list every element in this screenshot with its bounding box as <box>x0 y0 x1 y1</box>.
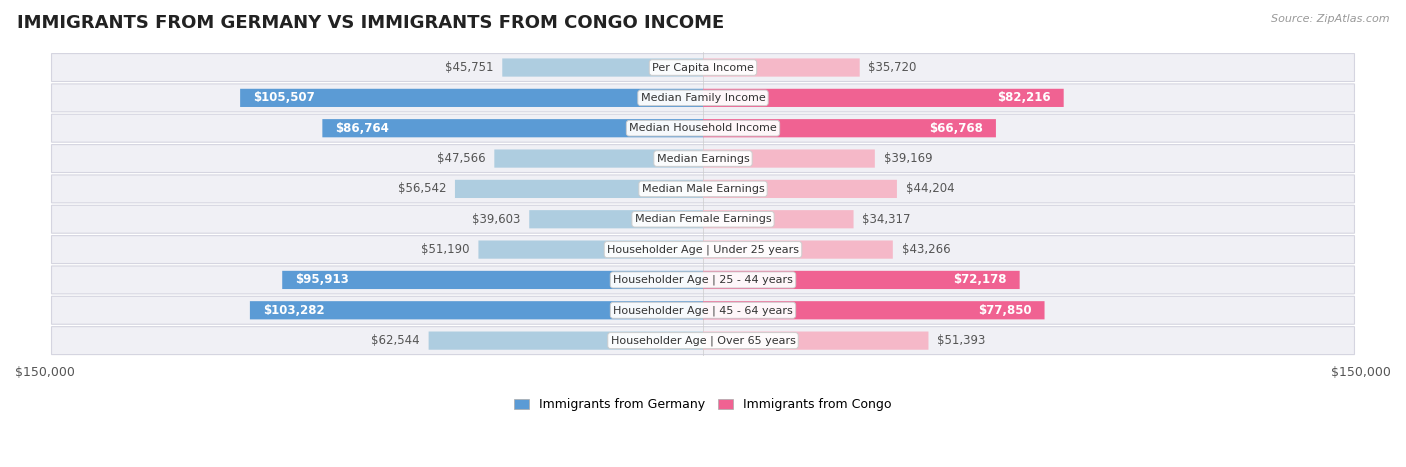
FancyBboxPatch shape <box>52 326 1354 354</box>
FancyBboxPatch shape <box>52 145 1354 172</box>
FancyBboxPatch shape <box>703 58 859 77</box>
Text: $44,204: $44,204 <box>905 183 955 195</box>
Text: Householder Age | Under 25 years: Householder Age | Under 25 years <box>607 244 799 255</box>
Text: $103,282: $103,282 <box>263 304 325 317</box>
FancyBboxPatch shape <box>703 89 1064 107</box>
FancyBboxPatch shape <box>703 210 853 228</box>
FancyBboxPatch shape <box>529 210 703 228</box>
Text: $35,720: $35,720 <box>869 61 917 74</box>
FancyBboxPatch shape <box>283 271 703 289</box>
FancyBboxPatch shape <box>495 149 703 168</box>
Text: $77,850: $77,850 <box>977 304 1032 317</box>
Text: $51,393: $51,393 <box>938 334 986 347</box>
FancyBboxPatch shape <box>478 241 703 259</box>
FancyBboxPatch shape <box>502 58 703 77</box>
FancyBboxPatch shape <box>429 332 703 350</box>
FancyBboxPatch shape <box>703 149 875 168</box>
Text: Median Male Earnings: Median Male Earnings <box>641 184 765 194</box>
Text: $62,544: $62,544 <box>371 334 420 347</box>
Text: Per Capita Income: Per Capita Income <box>652 63 754 72</box>
Legend: Immigrants from Germany, Immigrants from Congo: Immigrants from Germany, Immigrants from… <box>509 393 897 416</box>
FancyBboxPatch shape <box>52 114 1354 142</box>
FancyBboxPatch shape <box>703 180 897 198</box>
FancyBboxPatch shape <box>456 180 703 198</box>
Text: $45,751: $45,751 <box>446 61 494 74</box>
Text: $51,190: $51,190 <box>422 243 470 256</box>
Text: $105,507: $105,507 <box>253 92 315 105</box>
FancyBboxPatch shape <box>703 241 893 259</box>
FancyBboxPatch shape <box>52 54 1354 81</box>
FancyBboxPatch shape <box>322 119 703 137</box>
Text: Householder Age | Over 65 years: Householder Age | Over 65 years <box>610 335 796 346</box>
Text: $47,566: $47,566 <box>437 152 485 165</box>
Text: Median Family Income: Median Family Income <box>641 93 765 103</box>
Text: $43,266: $43,266 <box>901 243 950 256</box>
FancyBboxPatch shape <box>52 205 1354 233</box>
Text: Householder Age | 25 - 44 years: Householder Age | 25 - 44 years <box>613 275 793 285</box>
Text: IMMIGRANTS FROM GERMANY VS IMMIGRANTS FROM CONGO INCOME: IMMIGRANTS FROM GERMANY VS IMMIGRANTS FR… <box>17 14 724 32</box>
FancyBboxPatch shape <box>52 236 1354 263</box>
Text: Median Female Earnings: Median Female Earnings <box>634 214 772 224</box>
FancyBboxPatch shape <box>52 266 1354 294</box>
FancyBboxPatch shape <box>703 301 1045 319</box>
Text: $56,542: $56,542 <box>398 183 446 195</box>
FancyBboxPatch shape <box>52 175 1354 203</box>
FancyBboxPatch shape <box>703 271 1019 289</box>
FancyBboxPatch shape <box>703 119 995 137</box>
Text: $39,603: $39,603 <box>472 213 520 226</box>
FancyBboxPatch shape <box>250 301 703 319</box>
Text: $72,178: $72,178 <box>953 274 1007 286</box>
FancyBboxPatch shape <box>703 332 928 350</box>
Text: $95,913: $95,913 <box>295 274 349 286</box>
Text: $66,768: $66,768 <box>929 122 983 134</box>
Text: Householder Age | 45 - 64 years: Householder Age | 45 - 64 years <box>613 305 793 316</box>
FancyBboxPatch shape <box>52 84 1354 112</box>
FancyBboxPatch shape <box>52 297 1354 324</box>
Text: $86,764: $86,764 <box>336 122 389 134</box>
Text: $34,317: $34,317 <box>862 213 911 226</box>
FancyBboxPatch shape <box>240 89 703 107</box>
Text: Median Household Income: Median Household Income <box>628 123 778 133</box>
Text: Source: ZipAtlas.com: Source: ZipAtlas.com <box>1271 14 1389 24</box>
Text: Median Earnings: Median Earnings <box>657 154 749 163</box>
Text: $39,169: $39,169 <box>883 152 932 165</box>
Text: $82,216: $82,216 <box>997 92 1050 105</box>
